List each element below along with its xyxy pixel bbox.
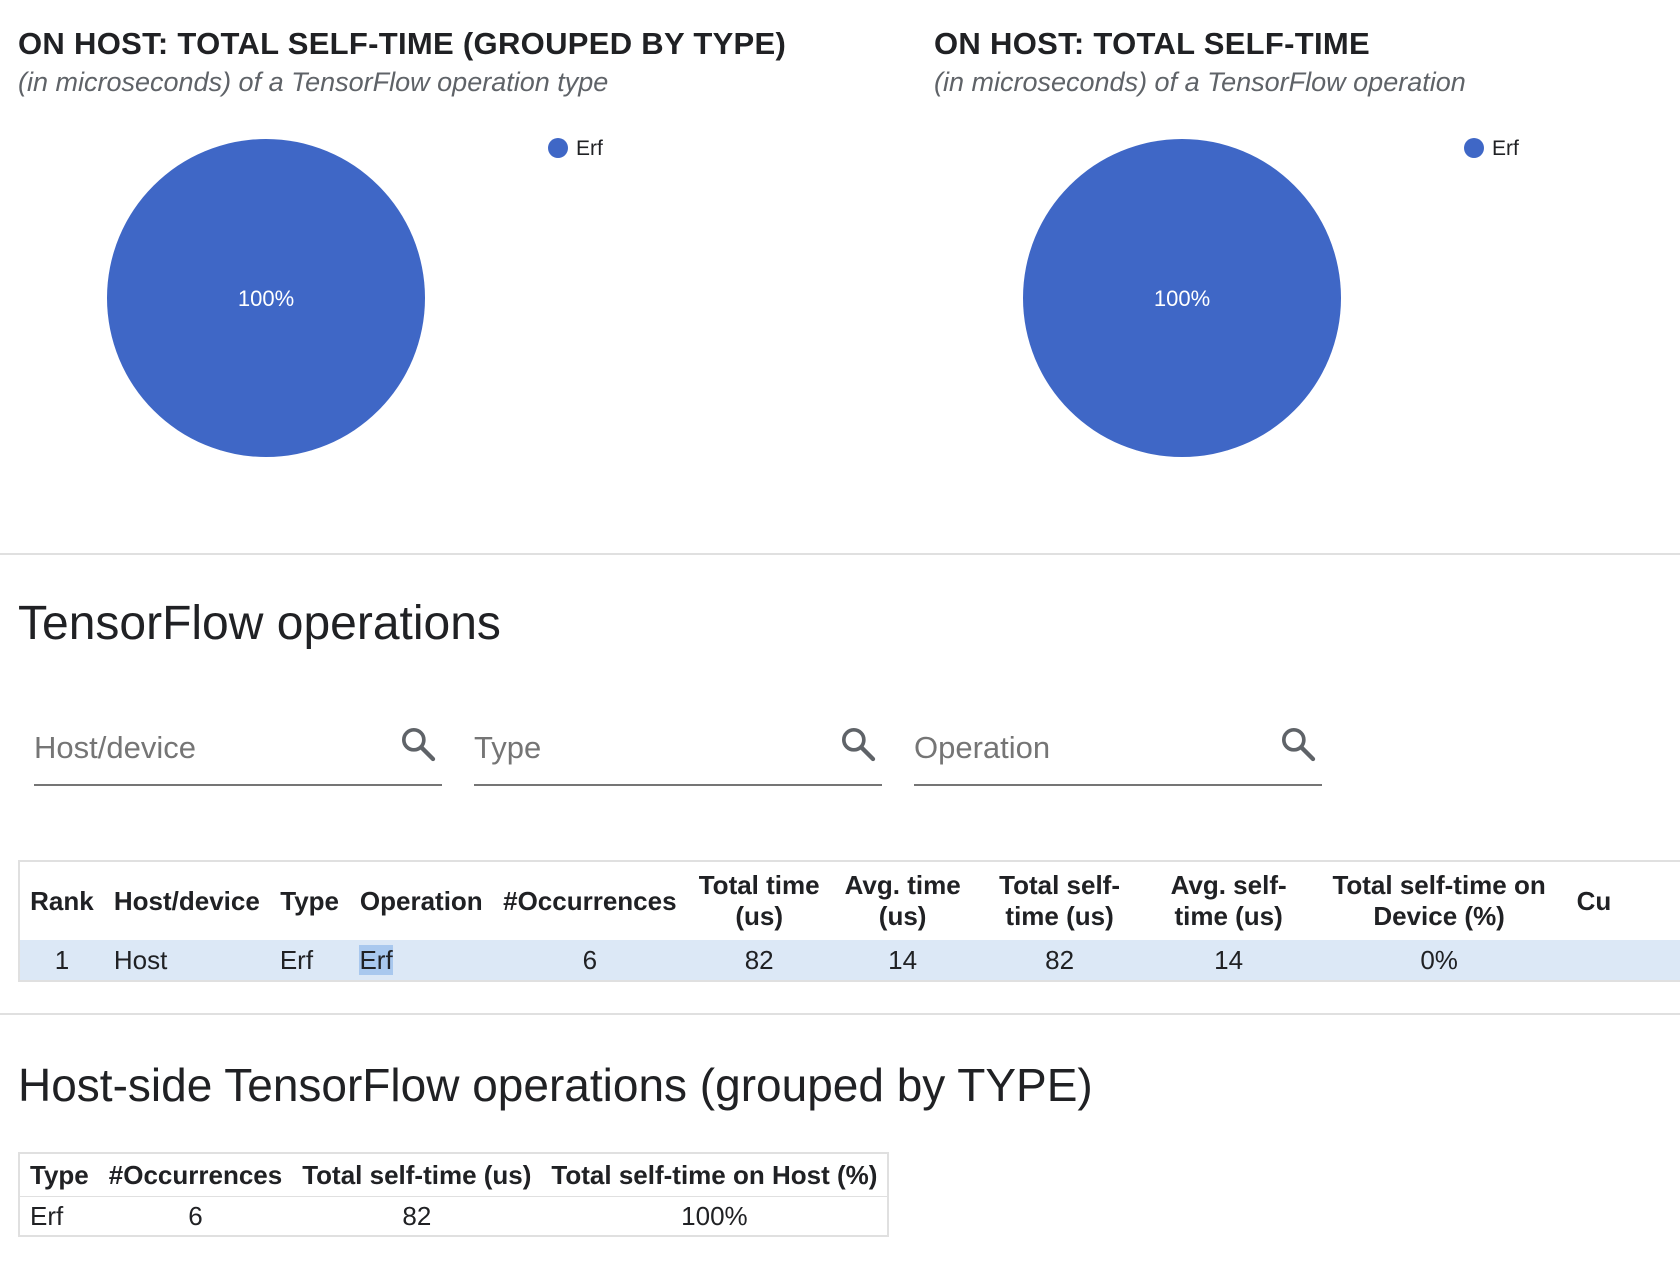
operation-filter [914, 712, 1322, 786]
col-header-device-pct[interactable]: Total self-time on Device (%) [1312, 862, 1567, 940]
divider [0, 1013, 1680, 1015]
header-line: Device (%) [1373, 901, 1505, 931]
header-line: Avg. self- [1170, 870, 1287, 900]
host-type-table: Type #Occurrences Total self-time (us) T… [20, 1154, 888, 1235]
pie-chart-by-operation: ON HOST: TOTAL SELF-TIME (in microsecond… [934, 0, 1680, 520]
col-header-type[interactable]: Type [30, 1159, 89, 1190]
section-title-host: Host-side TensorFlow operations (grouped… [18, 1059, 1093, 1111]
header-line: Total time [698, 870, 820, 900]
header-line: Total self-time on [1332, 870, 1546, 900]
chart-subtitle: (in microseconds) of a TensorFlow operat… [18, 67, 609, 97]
cell-total-time: 82 [686, 940, 832, 980]
table-header-row: Type #Occurrences Total self-time (us) T… [20, 1154, 887, 1197]
divider [0, 553, 1680, 555]
cell-avg-time: 14 [831, 940, 974, 980]
col-header-rank[interactable]: Rank [30, 885, 94, 916]
cell-type: Erf [20, 1196, 99, 1235]
cell-device-pct: 0% [1311, 940, 1567, 980]
col-header-cumulative[interactable]: Cu [1576, 885, 1612, 916]
header-line: time (us) [1174, 901, 1283, 931]
legend-label[interactable]: Erf [1492, 137, 1519, 160]
header-line: Total self- [999, 870, 1120, 900]
col-header-host[interactable]: Host/device [113, 885, 260, 916]
search-icon[interactable] [398, 724, 438, 764]
host-filter-input[interactable] [34, 726, 384, 770]
type-filter [474, 712, 882, 786]
col-header-type[interactable]: Type [280, 885, 340, 916]
cell-operation: Erf [349, 940, 494, 980]
cell-type: Erf [269, 940, 350, 980]
cell-host-pct: 100% [541, 1196, 888, 1235]
col-header-operation[interactable]: Operation [359, 885, 483, 916]
header-line: time (us) [1005, 901, 1114, 931]
search-icon[interactable] [1278, 724, 1318, 764]
pie-slice[interactable] [1023, 139, 1341, 457]
section-title-ops: TensorFlow operations [18, 597, 501, 650]
col-header-avg-time[interactable]: Avg. time (us) [832, 862, 974, 940]
cell-total-self-time: 82 [973, 940, 1146, 980]
chart-title: ON HOST: TOTAL SELF-TIME [934, 26, 1371, 61]
cell-avg-self-time: 14 [1145, 940, 1312, 980]
col-header-total-self-time[interactable]: Total self-time (us) [973, 862, 1145, 940]
ops-table-container: Rank Host/device Type Operation #Occurre… [18, 860, 1680, 982]
host-filter [34, 712, 442, 786]
chart-title: ON HOST: TOTAL SELF-TIME (GROUPED BY TYP… [18, 26, 787, 61]
cell-rank: 1 [20, 940, 104, 980]
header-line: Avg. time [844, 870, 961, 900]
highlighted-text: Erf [359, 944, 393, 975]
pie-chart-by-type: ON HOST: TOTAL SELF-TIME (GROUPED BY TYP… [18, 0, 818, 520]
pie-slice[interactable] [107, 139, 425, 457]
table-row[interactable]: 1 Host Erf Erf 6 82 14 82 14 0% [20, 940, 1680, 980]
table-header-row: Rank Host/device Type Operation #Occurre… [20, 862, 1680, 940]
col-header-total-self-time[interactable]: Total self-time (us) [302, 1159, 532, 1190]
col-header-occurrences[interactable]: #Occurrences [503, 885, 677, 916]
operation-filter-input[interactable] [914, 726, 1264, 770]
ops-table: Rank Host/device Type Operation #Occurre… [20, 862, 1680, 980]
cell-occurrences: 6 [493, 940, 687, 980]
cell-cumulative [1566, 940, 1680, 980]
slice-label: 100% [1154, 286, 1210, 311]
cell-total-self-time: 82 [292, 1196, 542, 1235]
chart-subtitle: (in microseconds) of a TensorFlow operat… [934, 67, 1466, 97]
header-line: (us) [878, 901, 927, 931]
cell-host: Host [103, 940, 270, 980]
pie-svg: 100% Erf [107, 137, 603, 457]
search-icon[interactable] [838, 724, 878, 764]
type-filter-input[interactable] [474, 726, 824, 770]
col-header-host-pct[interactable]: Total self-time on Host (%) [551, 1159, 878, 1190]
slice-label: 100% [238, 286, 294, 311]
legend-marker [1464, 138, 1484, 158]
col-header-avg-self-time[interactable]: Avg. self-time (us) [1146, 862, 1312, 940]
legend-label[interactable]: Erf [576, 137, 603, 160]
legend-marker [548, 138, 568, 158]
host-type-table-container: Type #Occurrences Total self-time (us) T… [18, 1152, 890, 1237]
col-header-total-time[interactable]: Total time (us) [687, 862, 832, 940]
col-header-occurrences[interactable]: #Occurrences [108, 1159, 283, 1190]
header-line: (us) [735, 901, 783, 931]
cell-occurrences: 6 [98, 1196, 293, 1235]
table-row[interactable]: Erf 6 82 100% [20, 1196, 888, 1235]
pie-svg: 100% Erf [1023, 137, 1519, 457]
